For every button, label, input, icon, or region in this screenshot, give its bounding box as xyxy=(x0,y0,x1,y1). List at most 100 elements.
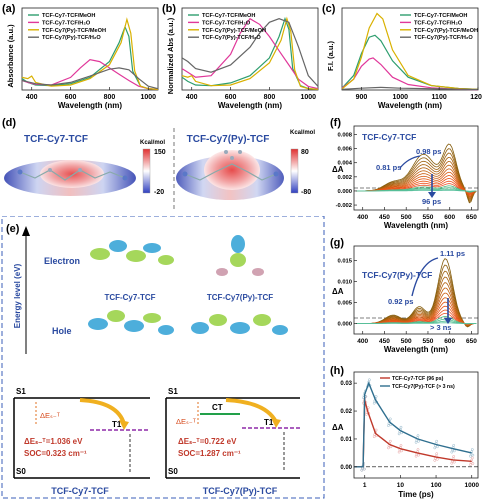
x-tick-label: 1200 xyxy=(470,94,482,101)
series-line-2 xyxy=(21,59,159,90)
y-tick-label: 0.00 xyxy=(340,465,352,471)
x-tick-label: 1000 xyxy=(300,94,316,101)
left-t1: T1 xyxy=(112,420,122,429)
panel-g-ann-3: > 3 ns xyxy=(430,323,451,332)
mol-right-label: TCF-Cy7(Py)-TCF xyxy=(207,293,273,302)
panel-e: (e) Energy level (eV) Electron Hole TCF-… xyxy=(1,216,325,499)
right-soc: SOC=1.287 cm⁻¹ xyxy=(178,449,241,458)
y-tick-label: 0.03 xyxy=(340,381,352,387)
series-line-4 xyxy=(341,86,479,91)
x-tick-label: 450 xyxy=(379,338,390,345)
panel-b-letter: (b) xyxy=(162,3,176,15)
legend-entry: TCF-Cy7(Py)-TCF/H₂O xyxy=(42,35,101,41)
x-tick-label: 800 xyxy=(264,94,276,101)
series-line-3 xyxy=(181,16,319,90)
panel-g-letter: (g) xyxy=(330,237,344,249)
x-tick-label: 650 xyxy=(466,214,477,221)
x-tick-label: 600 xyxy=(225,94,237,101)
panel-g-xlabel: Wavelength (nm) xyxy=(384,345,448,354)
panel-a-letter: (a) xyxy=(2,3,16,15)
panel-g: (g) ΔA 400 450 500 550 600 650 0.015 0.010 0.005… xyxy=(330,237,479,354)
panel-f-title: TCF-Cy7-TCF xyxy=(362,132,416,142)
legend-entry: TCF-Cy7(Py)-TCF/MeOH xyxy=(202,28,266,34)
panel-h-letter: (h) xyxy=(330,365,344,377)
lumo-orbital-left xyxy=(90,240,174,265)
panel-f-ylabel: ΔA xyxy=(332,165,344,174)
esp-scale-right-unit: Kcal/mol xyxy=(290,130,315,136)
panel-d-right-title: TCF-Cy7(Py)-TCF xyxy=(187,134,270,145)
legend-entry: TCF-Cy7-TCF/H₂O xyxy=(414,20,463,26)
panel-g-ann-2: 0.92 ps xyxy=(388,297,413,306)
panel-f-ann-3: 96 ps xyxy=(422,197,441,206)
panel-f-ann-1: 0.98 ps xyxy=(416,147,441,156)
homo-orbital-right xyxy=(191,314,288,335)
mol-left-label: TCF-Cy7-TCF xyxy=(104,293,155,302)
panel-c: (c) F.I. (a.u.) 900 1000 1100 1200 TCF-Cy7-… xyxy=(322,3,482,110)
y-tick-label: 0.002 xyxy=(337,175,352,181)
legend-entry: TCF-Cy7-TCF (96 ps) xyxy=(392,376,444,382)
panel-f: (f) ΔA 400 450 500 550 600 650 0.008 0.006 0.004… xyxy=(330,117,479,230)
panel-h-ylabel: ΔA xyxy=(332,423,344,432)
panel-h-xlabel: Time (ps) xyxy=(398,490,434,499)
panel-e-letter: (e) xyxy=(6,223,20,235)
kinetic-fit-line-2 xyxy=(354,381,472,468)
homo-orbital-left xyxy=(88,310,174,335)
y-tick-label: 0.02 xyxy=(340,409,352,415)
y-tick-label: 0.005 xyxy=(337,301,352,307)
legend-entry: TCF-Cy7(Py)-TCF/MeOH xyxy=(414,28,478,34)
energy-axis-label: Energy level (eV) xyxy=(13,263,22,328)
legend-entry: TCF-Cy7-TCF/H₂O xyxy=(42,20,91,26)
right-s1: S1 xyxy=(168,387,178,396)
panel-b: (b) Normalized Abs (a.u.) 400 600 800 1000 … xyxy=(162,3,319,110)
electron-label: Electron xyxy=(44,256,80,266)
x-tick-label: 400 xyxy=(357,338,368,345)
series-line-3 xyxy=(21,17,159,90)
legend-entry: TCF-Cy7(Py)-TCF/MeOH xyxy=(42,28,106,34)
hole-label: Hole xyxy=(52,326,72,336)
right-s0: S0 xyxy=(168,467,178,476)
x-tick-label: 550 xyxy=(423,338,434,345)
legend-entry: TCF-Cy7(Py)-TCF/H₂O xyxy=(202,35,261,41)
panel-c-ylabel: F.I. (a.u.) xyxy=(326,40,335,71)
y-tick-label: 0.010 xyxy=(337,280,352,286)
x-tick-label: 600 xyxy=(444,214,455,221)
x-tick-label: 100 xyxy=(431,482,442,489)
right-t1: T1 xyxy=(264,418,274,427)
panel-a-xlabel: Wavelength (nm) xyxy=(58,101,122,110)
right-molecule-name: TCF-Cy7(Py)-TCF xyxy=(203,486,278,496)
esp-scale-left-unit: Kcal/mol xyxy=(140,140,165,146)
legend-entry: TCF-Cy7-TCF/H₂O xyxy=(202,20,251,26)
x-tick-label: 550 xyxy=(423,214,434,221)
x-tick-label: 1000 xyxy=(392,94,408,101)
x-tick-label: 1100 xyxy=(432,94,447,101)
esp-scale-right-min: -80 xyxy=(301,189,311,196)
ta-spectrum-curve xyxy=(356,190,477,192)
x-tick-label: 900 xyxy=(356,94,368,101)
panel-d-left-title: TCF-Cy7-TCF xyxy=(24,134,88,145)
esp-map-left xyxy=(4,160,136,196)
x-tick-label: 800 xyxy=(104,94,116,101)
x-tick-label: 600 xyxy=(65,94,77,101)
y-tick-label: 0.006 xyxy=(337,147,352,153)
left-de-value: ΔEₛ₋ᵀ=1.036 eV xyxy=(24,437,83,446)
x-tick-label: 450 xyxy=(379,214,390,221)
panel-f-letter: (f) xyxy=(330,117,341,129)
y-tick-label: 0.008 xyxy=(337,132,352,138)
x-tick-label: 400 xyxy=(26,94,38,101)
panel-h: (h) ΔA 1 10 100 1000 0.03 0.02 0.01 0.00 TCF-Cy… xyxy=(330,365,479,499)
panel-c-xlabel: Wavelength (nm) xyxy=(378,101,442,110)
x-tick-label: 1000 xyxy=(464,482,479,489)
series-line-1 xyxy=(341,34,479,90)
x-tick-label: 1 xyxy=(363,482,367,489)
esp-scale-bar-left xyxy=(142,148,151,194)
panel-g-ann-1: 1.11 ps xyxy=(440,249,465,258)
left-molecule-name: TCF-Cy7-TCF xyxy=(51,486,109,496)
x-tick-label: 500 xyxy=(401,214,412,221)
panel-c-letter: (c) xyxy=(322,3,336,15)
legend-entry: TCF-Cy7-TCF/MeOH xyxy=(202,13,255,19)
x-tick-label: 650 xyxy=(466,338,477,345)
esp-scale-bar-right xyxy=(290,148,299,194)
right-ct: CT xyxy=(212,403,223,412)
panel-g-title: TCF-Cy7(Py)-TCF xyxy=(362,270,432,280)
x-tick-label: 400 xyxy=(186,94,198,101)
